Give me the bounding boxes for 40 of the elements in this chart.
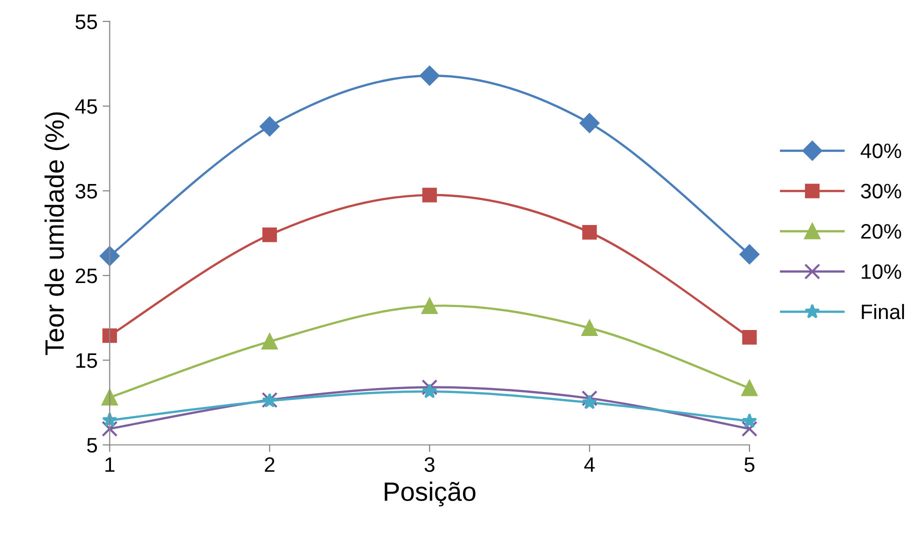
- point: [420, 66, 440, 86]
- legend-label: Final: [862, 304, 904, 320]
- point: [580, 113, 600, 133]
- y-tick-label: 25: [76, 268, 98, 284]
- point: [260, 116, 280, 136]
- point: [262, 228, 277, 242]
- point: [102, 389, 118, 406]
- point: [582, 390, 598, 406]
- point: [582, 225, 597, 240]
- point: [742, 330, 757, 345]
- point: [422, 298, 438, 314]
- point: [422, 188, 437, 202]
- point: [100, 246, 120, 266]
- point: [422, 384, 438, 398]
- y-tick-label: 15: [76, 353, 98, 368]
- x-tick-label: 2: [264, 457, 274, 472]
- point: [740, 244, 760, 264]
- point: [582, 320, 598, 336]
- point: [102, 420, 118, 437]
- y-tick-label: 35: [76, 184, 98, 199]
- point: [102, 328, 117, 343]
- x-axis-title: Posição: [384, 482, 476, 506]
- y-tick-label: 45: [75, 99, 98, 114]
- legend-label: 20%: [861, 224, 902, 239]
- point: [741, 380, 758, 396]
- point: [741, 420, 758, 437]
- point: [262, 334, 278, 350]
- x-tick-label: 5: [744, 457, 754, 472]
- y-tick-label: 5: [87, 438, 97, 453]
- point: [422, 379, 438, 396]
- legend-label: 30%: [860, 184, 902, 198]
- y-axis-title: Teor de umidade (%): [44, 112, 70, 356]
- x-tick-label: 4: [584, 457, 595, 472]
- x-tick-label: 1: [105, 457, 114, 472]
- legend-label: 10%: [862, 264, 902, 280]
- point: [582, 394, 598, 410]
- x-tick-label: 3: [424, 457, 434, 472]
- legend-label: 40%: [860, 143, 902, 158]
- point: [742, 413, 758, 428]
- y-tick-label: 55: [76, 14, 98, 30]
